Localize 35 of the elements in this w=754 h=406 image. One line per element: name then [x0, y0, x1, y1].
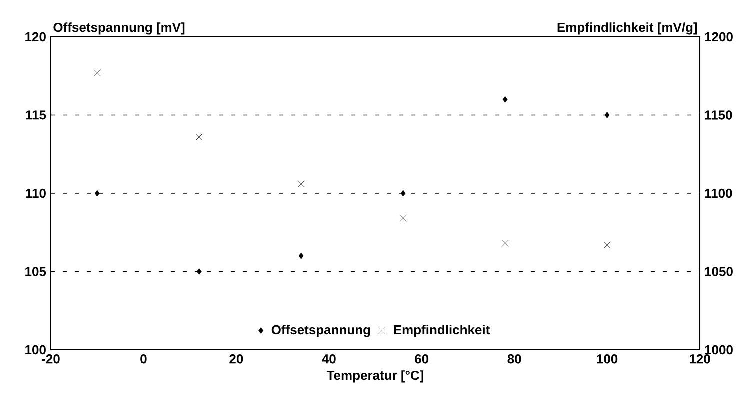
y2-tick-label: 1200 — [705, 32, 733, 42]
x-tick-label: 0 — [140, 354, 147, 364]
point — [502, 240, 509, 247]
y-tick-label: 100 — [26, 345, 46, 355]
point — [94, 190, 100, 197]
y-tick-label: 105 — [26, 267, 46, 276]
point — [196, 134, 203, 141]
y-tick-label: 120 — [26, 32, 46, 42]
point — [400, 190, 406, 197]
y-tick-label: 110 — [26, 188, 46, 198]
legend-label: Empfindlichkeit — [394, 325, 490, 338]
y2-tick-label: 1000 — [705, 345, 733, 355]
y2-tick-label: 1150 — [705, 110, 732, 120]
x-tick-label: 40 — [322, 354, 336, 364]
point — [400, 215, 407, 222]
y2-tick-label: 1050 — [705, 267, 733, 276]
y2-tick-label: 1100 — [705, 188, 732, 198]
point — [196, 268, 202, 275]
x-tick-label: 100 — [597, 354, 618, 364]
x-tick-label: 120 — [690, 354, 710, 364]
x-tick-label: 60 — [415, 354, 429, 364]
x-axis-title: Temperatur [°C] — [326, 370, 424, 383]
legend-label: Offsetspannung — [272, 325, 370, 338]
point — [604, 112, 610, 118]
point — [94, 70, 101, 76]
x-tick-label: 80 — [508, 354, 522, 364]
y-axis-title: Offsetspannung [mV] — [54, 22, 185, 35]
point — [604, 242, 611, 249]
point — [502, 96, 508, 103]
point — [298, 180, 305, 188]
y2-axis-title: Empfindlichkeit [mV/g] — [558, 22, 698, 35]
x-tick-label: -20 — [42, 354, 60, 364]
x-tick-label: 20 — [230, 354, 244, 364]
y-tick-label: 115 — [26, 110, 46, 120]
point — [298, 252, 304, 260]
